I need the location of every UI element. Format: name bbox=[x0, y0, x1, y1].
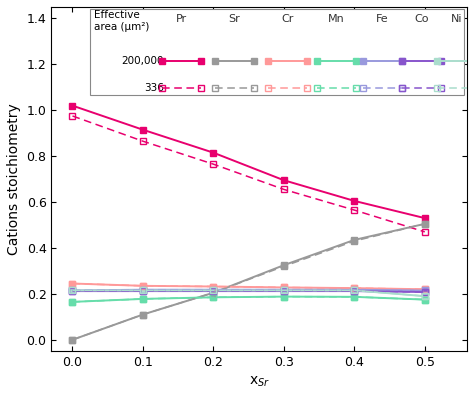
Text: 336: 336 bbox=[144, 84, 164, 93]
Text: 200,000: 200,000 bbox=[122, 56, 164, 66]
Text: Cr: Cr bbox=[281, 14, 293, 24]
Bar bbox=[90, 9, 464, 95]
Text: Effective
area (μm²): Effective area (μm²) bbox=[94, 10, 149, 32]
Text: Co: Co bbox=[414, 14, 428, 24]
Text: Pr: Pr bbox=[176, 14, 187, 24]
X-axis label: x$_{Sr}$: x$_{Sr}$ bbox=[249, 375, 270, 389]
Text: Sr: Sr bbox=[228, 14, 240, 24]
Text: Fe: Fe bbox=[376, 14, 389, 24]
Text: Ni: Ni bbox=[451, 14, 462, 24]
Y-axis label: Cations stoichiometry: Cations stoichiometry bbox=[7, 103, 21, 255]
Text: Mn: Mn bbox=[328, 14, 345, 24]
